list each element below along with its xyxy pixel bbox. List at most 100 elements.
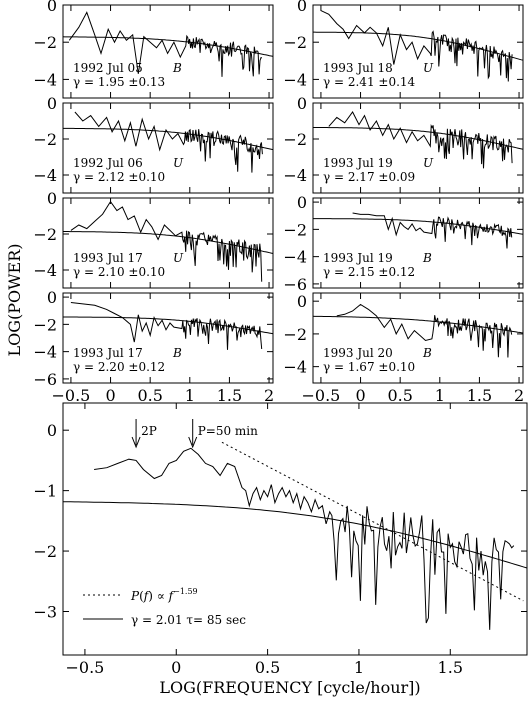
- plot-frame: [62, 4, 274, 99]
- gamma-label: γ = 2.10 ±0.10: [73, 265, 165, 279]
- y-tick-label: −4: [283, 248, 307, 267]
- y-tick-label: −6: [33, 370, 57, 389]
- y-tick-label: 0: [47, 94, 57, 113]
- panel-main: 0 −1 −2 −3 −0.5 0 0.5 1 1.5 2P P=50 min P(f) ∝ f−1.…: [33, 402, 528, 677]
- band-label: B: [422, 251, 432, 265]
- band-label: B: [172, 61, 182, 75]
- panel-p1: 0 −2 −4 1992 Jul 05 Bγ = 1.95 ±0.13: [33, 0, 274, 99]
- y-tick-label: −4: [283, 70, 307, 89]
- y-axis-label: LOG(POWER): [5, 243, 24, 356]
- y-tick-label: −2: [33, 315, 57, 334]
- power-spectrum-line: [320, 10, 513, 82]
- y-tick-label: −2: [283, 130, 307, 149]
- y-tick-label: −2: [33, 130, 57, 149]
- x-tick-label: 0: [105, 386, 115, 405]
- date-label: 1992 Jul 06: [73, 156, 143, 170]
- x-tick-label: 1: [435, 386, 445, 405]
- x-tick-label: 1: [185, 386, 195, 405]
- band-label: U: [173, 251, 184, 265]
- power-spectrum-line: [336, 303, 513, 358]
- y-tick-label: 0: [297, 94, 307, 113]
- x-tick-label: −0.5: [301, 386, 340, 405]
- plot-frame: [62, 197, 274, 289]
- x-tick-label: 1.5: [467, 386, 492, 405]
- plot-frame: [312, 197, 524, 289]
- model-curve: [63, 127, 274, 151]
- gamma-label: γ = 2.15 ±0.12: [323, 265, 415, 279]
- model-curve: [63, 231, 274, 254]
- y-tick-label: −6: [283, 275, 307, 294]
- power-spectrum-line: [328, 111, 513, 169]
- y-tick-label: 0: [47, 288, 57, 307]
- date-label: 1993 Jul 17: [73, 251, 143, 265]
- date-label: 1993 Jul 19: [323, 251, 393, 265]
- gamma-label: γ = 1.95 ±0.13: [73, 75, 165, 89]
- y-tick-label: −4: [283, 166, 307, 185]
- y-tick-label: 0: [297, 193, 307, 212]
- y-tick-label: −2: [283, 33, 307, 52]
- x-tick-label: 1: [354, 658, 364, 677]
- panel-p3: 0 −2 −4 1993 Jul 17 Uγ = 2.10 ±0.10: [33, 189, 274, 289]
- x-tick-label: −0.5: [51, 386, 90, 405]
- y-tick-label: −4: [33, 70, 57, 89]
- band-label: U: [423, 61, 434, 75]
- date-label: 1993 Jul 18: [323, 61, 393, 75]
- band-label: U: [423, 156, 434, 170]
- annotation-label: 2P: [141, 424, 157, 438]
- y-tick-label: −2: [33, 33, 57, 52]
- x-axis-label: LOG(FREQUENCY [cycle/hour]): [159, 678, 420, 697]
- date-label: 1993 Jul 20: [323, 346, 393, 360]
- x-tick-label: −0.5: [65, 658, 104, 677]
- plot-frame: [62, 102, 274, 194]
- plot-frame: [62, 402, 528, 656]
- date-label: 1993 Jul 19: [323, 156, 393, 170]
- y-tick-label: 0: [297, 0, 307, 15]
- date-label: 1993 Jul 17: [73, 346, 143, 360]
- plot-frame: [312, 102, 524, 194]
- x-tick-label: 1.5: [438, 658, 463, 677]
- model-curve: [313, 218, 524, 235]
- model-curve: [313, 127, 524, 150]
- x-tick-label: 0.5: [255, 658, 280, 677]
- arrow-head: [131, 436, 141, 449]
- y-tick-label: −3: [33, 602, 57, 621]
- x-tick-label: 0: [355, 386, 365, 405]
- power-spectrum-line: [70, 200, 263, 282]
- y-tick-label: −4: [33, 343, 57, 362]
- panel-p8: 0 −2 −4 −0.5 0 0.5 1 1.5 2 1993 Jul 20 Bγ = 1.67 ±…: [283, 292, 524, 405]
- plot-frame: [312, 4, 524, 99]
- y-tick-label: −4: [33, 261, 57, 280]
- gamma-label: γ = 1.67 ±0.10: [323, 360, 415, 374]
- legend-model-label: γ = 2.01 τ= 85 sec: [131, 613, 246, 627]
- plot-frame: [312, 292, 524, 384]
- y-tick-label: 0: [297, 292, 307, 311]
- band-label: B: [422, 346, 432, 360]
- x-tick-label: 0: [171, 658, 181, 677]
- date-label: 1992 Jul 05: [73, 61, 143, 75]
- y-tick-label: 0: [47, 0, 57, 15]
- model-curve: [313, 31, 524, 61]
- x-tick-label: 2: [514, 386, 524, 405]
- x-tick-label: 0.5: [137, 386, 162, 405]
- gamma-label: γ = 2.41 ±0.14: [323, 75, 416, 89]
- y-tick-label: −2: [33, 225, 57, 244]
- arrow-head: [188, 436, 198, 449]
- y-tick-label: 0: [47, 189, 57, 208]
- x-tick-label: 2: [264, 386, 274, 405]
- y-tick-label: −2: [283, 325, 307, 344]
- model-curve: [312, 315, 524, 334]
- power-spectrum-line: [352, 212, 513, 249]
- y-tick-label: −4: [33, 166, 57, 185]
- band-label: B: [172, 346, 182, 360]
- x-tick-label: 1.5: [217, 386, 242, 405]
- plot-frame: [62, 292, 274, 384]
- y-tick-label: −2: [283, 220, 307, 239]
- gamma-label: γ = 2.12 ±0.10: [73, 170, 165, 184]
- y-tick-label: 0: [47, 421, 57, 440]
- y-tick-label: −1: [33, 482, 57, 501]
- model-curve: [62, 36, 274, 57]
- panel-p6: 0 −2 −4 1993 Jul 19 Uγ = 2.17 ±0.09: [283, 94, 524, 194]
- power-spectrum-line: [94, 447, 515, 630]
- legend-powerlaw-label: P(f) ∝ f−1.59: [130, 587, 198, 603]
